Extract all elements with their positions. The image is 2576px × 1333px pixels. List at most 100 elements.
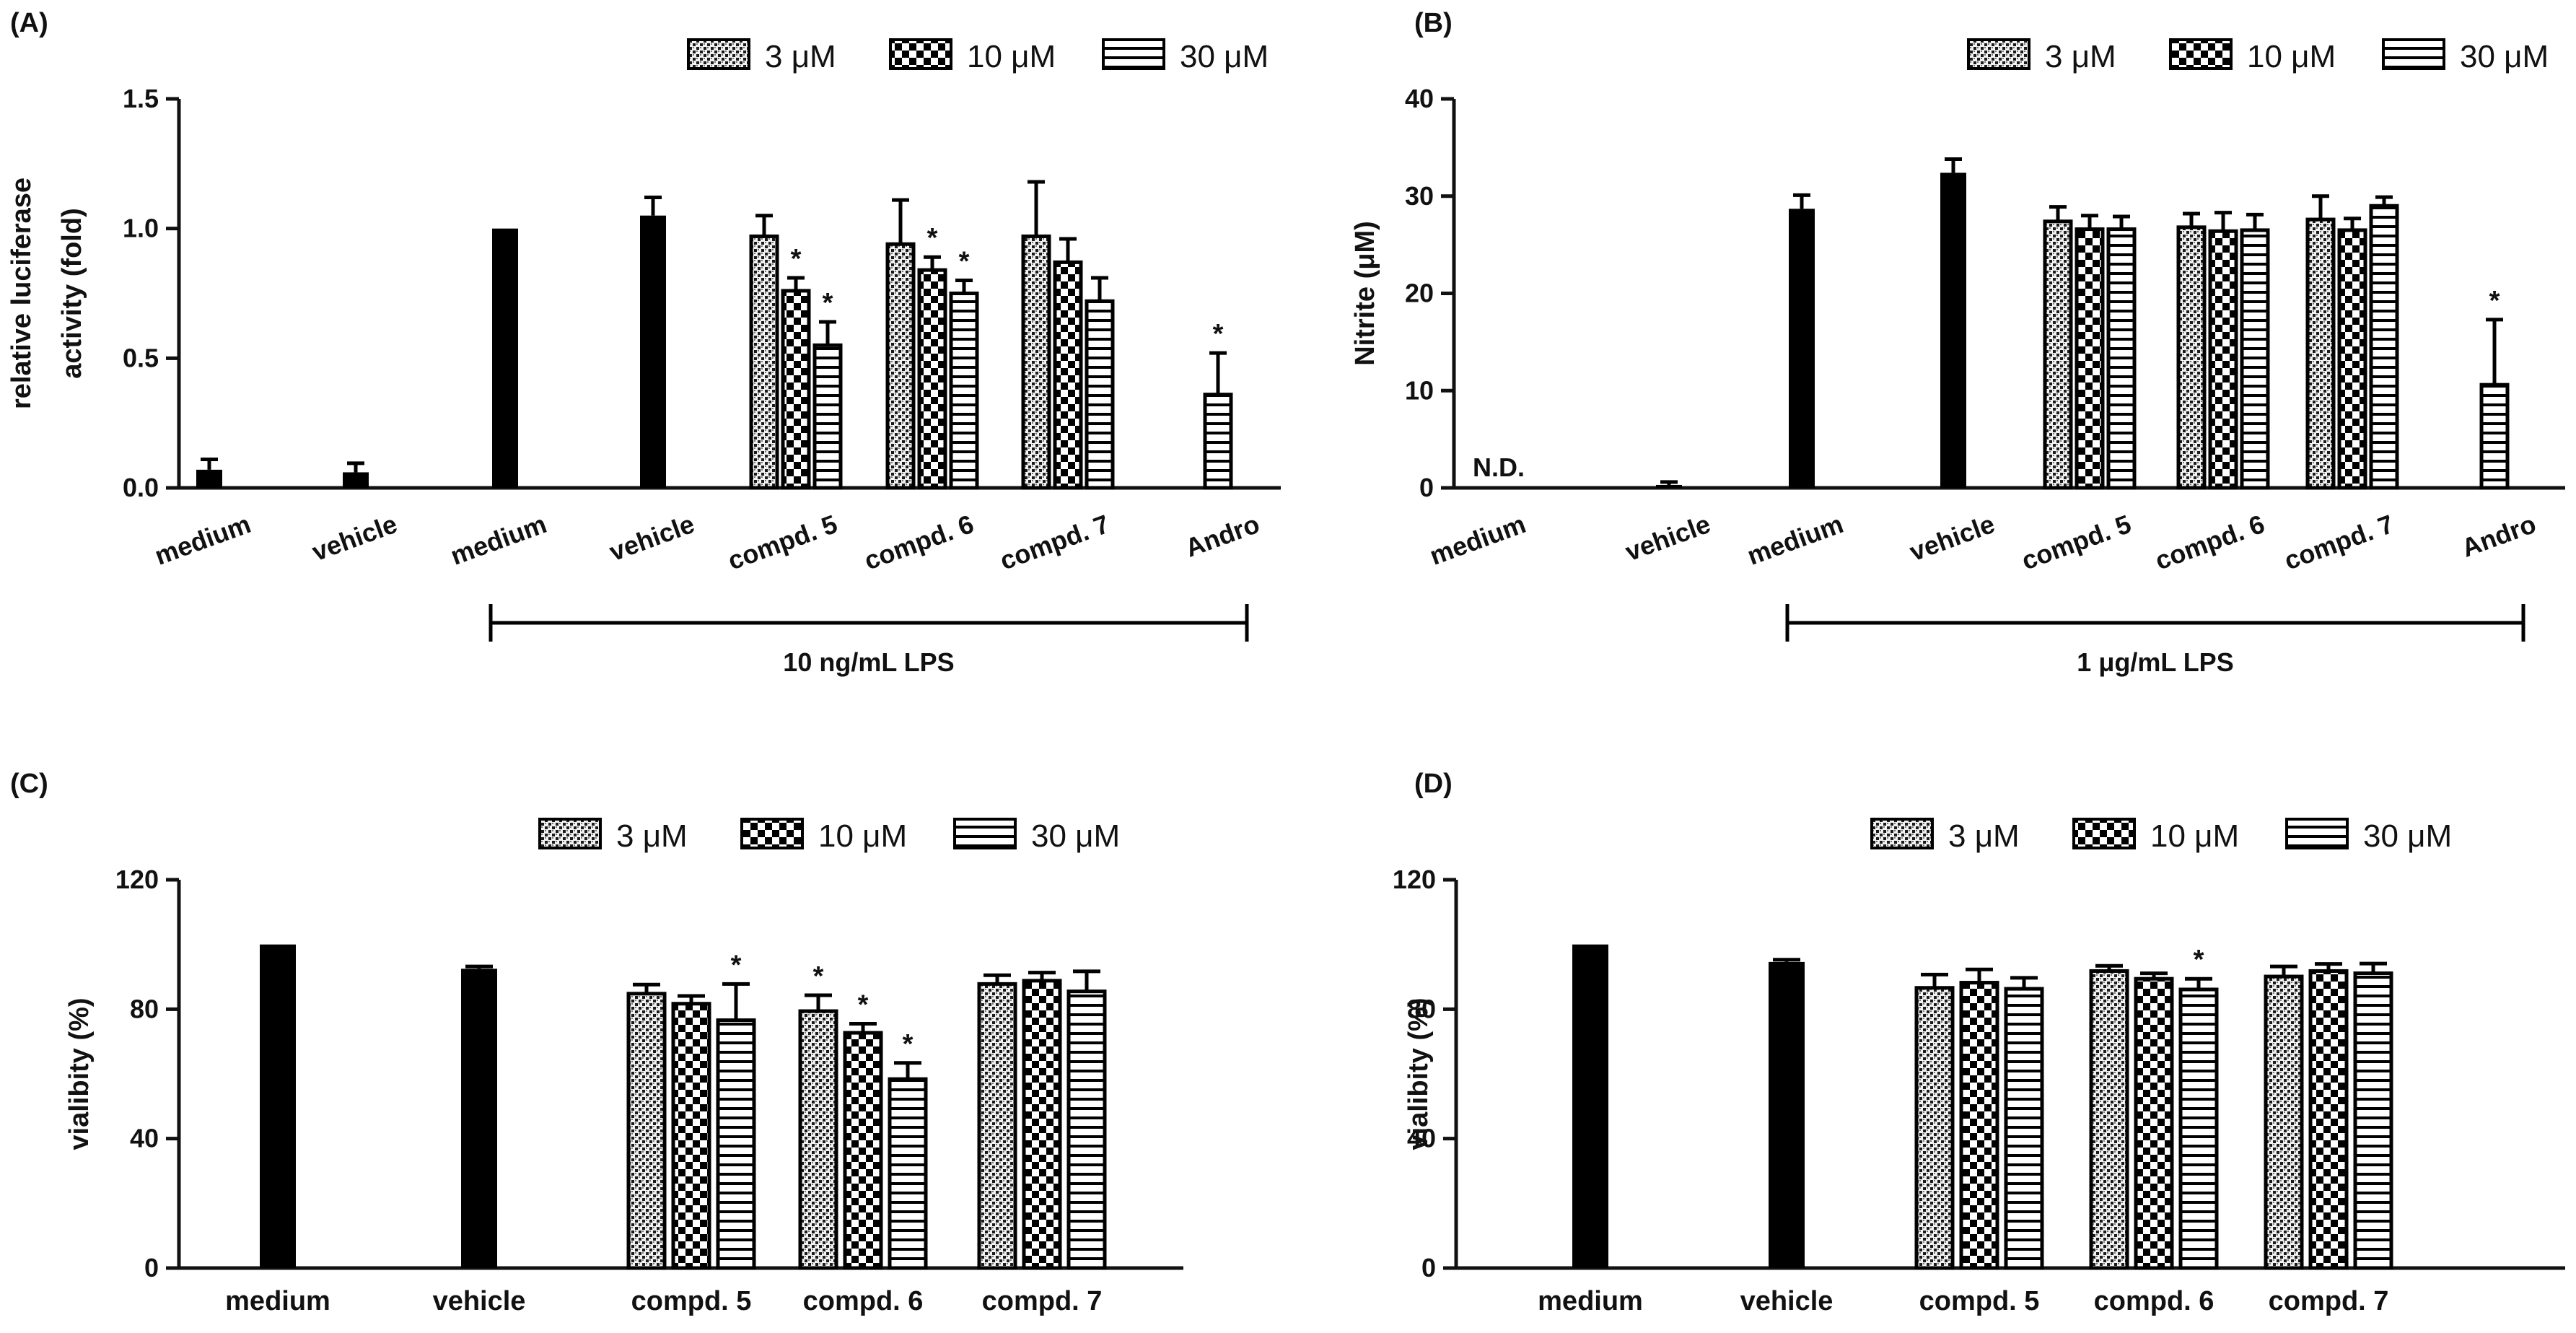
significance-marker: *: [959, 247, 970, 277]
bar-compd7-d30: [2353, 971, 2393, 1270]
bar-compd7-d10: [2337, 228, 2367, 490]
panel-c-chart: 0 40 80 120 vialibity (%) * * * * medium vehicle co…: [64, 818, 1183, 1316]
y-axis-title: vialibity (%): [64, 997, 95, 1150]
bar-compd5-d10: [2075, 227, 2105, 490]
x-category-label: compd. 7: [2269, 1286, 2389, 1316]
bar-compd6-d3: [885, 242, 916, 490]
legend-swatch-d10: [2072, 818, 2136, 849]
bar-vehicle-solid: [343, 472, 369, 488]
bar-compd6-d10: [843, 1031, 883, 1270]
legend-label-d10: 10 μM: [967, 39, 1056, 74]
legend-swatch-d3: [687, 38, 750, 70]
legend: 3 μM 10 μM 30 μM: [1870, 818, 2452, 854]
bar-medium-solid: [1789, 209, 1815, 488]
bar-medium-solid: [260, 944, 296, 1268]
bracket-label: 1 μg/mL LPS: [2077, 647, 2233, 677]
significance-marker: *: [2194, 945, 2204, 975]
significance-marker: *: [823, 288, 833, 318]
x-category-label: compd. 6: [860, 509, 978, 576]
legend-label-d10: 10 μM: [2150, 818, 2239, 854]
x-category-label: medium: [225, 1286, 330, 1316]
bar-compd7-d10: [1053, 260, 1083, 490]
y-axis-title-line: vialibity (%): [1403, 997, 1434, 1150]
x-category-label: vehicle: [308, 509, 401, 567]
significance-marker: *: [1213, 319, 1224, 349]
bar-vehicle-solid: [1769, 961, 1805, 1268]
legend: 3 μM 10 μM 30 μM: [1967, 38, 2549, 74]
significance-marker: *: [903, 1029, 914, 1059]
bar-compd7-d10: [1022, 979, 1062, 1270]
bar-compd7-d10: [2308, 969, 2349, 1270]
bar-compd5-d30: [716, 1018, 756, 1270]
bar-vehicle-solid: [1940, 172, 1966, 488]
y-tick-label: 20: [1405, 279, 1434, 308]
bar-compd7-d3: [2264, 974, 2304, 1270]
x-category-label: compd. 5: [1919, 1286, 2040, 1316]
bar-vehicle-solid: [1656, 484, 1682, 488]
y-tick-label: 10: [1405, 375, 1434, 405]
legend-swatch-d3: [1967, 38, 2030, 70]
y-tick-label: 0.5: [123, 343, 159, 372]
x-category-label: compd. 5: [724, 509, 841, 576]
bar-compd7-d30: [1085, 299, 1115, 490]
legend-label-d10: 10 μM: [2247, 39, 2336, 74]
x-category-label: vehicle: [1740, 1286, 1834, 1316]
panel-label-a: (A): [10, 8, 48, 38]
x-category-label: medium: [447, 509, 551, 571]
x-category-label: compd. 6: [2151, 509, 2269, 576]
panel-label-d: (D): [1414, 769, 1453, 799]
y-tick-label: 80: [1407, 994, 1436, 1023]
bar-compd5-d30: [2004, 987, 2044, 1270]
bar-compd5-d10: [781, 289, 811, 490]
bar-compd6-d10: [2208, 229, 2238, 490]
x-category-label: vehicle: [605, 509, 698, 567]
x-category-label: vehicle: [1906, 509, 1999, 567]
bar-compd7-d30: [2369, 204, 2399, 490]
x-category-label: compd. 5: [631, 1286, 752, 1316]
legend-swatch-d10: [889, 38, 952, 70]
x-category-label: medium: [1426, 509, 1530, 571]
y-axis-title: relative luciferase activity (fold): [6, 178, 87, 409]
y-axis-title-line: relative luciferase: [6, 178, 37, 409]
legend-swatch-d30: [1102, 38, 1165, 70]
bar-compd7-d30: [1066, 989, 1107, 1270]
legend-label-d3: 3 μM: [2045, 39, 2116, 74]
significance-marker: *: [791, 244, 802, 274]
y-tick-label: 40: [1407, 1124, 1436, 1153]
x-category-label: compd. 7: [996, 509, 1113, 576]
bar-compd5-d3: [626, 992, 667, 1270]
bar-medium-solid: [1572, 944, 1608, 1268]
legend-swatch-d3: [1870, 818, 1934, 849]
bar-compd7-d3: [2305, 217, 2336, 490]
bar-compd6-d10: [917, 268, 947, 490]
legend-label-d10: 10 μM: [818, 818, 907, 854]
bar-compd5-d3: [749, 234, 779, 490]
significance-marker: *: [2489, 286, 2500, 316]
legend-swatch-d10: [2169, 38, 2233, 70]
y-axis-title-line: Nitrite (μM): [1350, 221, 1380, 366]
x-category-label: compd. 6: [2094, 1286, 2214, 1316]
y-axis-title: vialibity (%): [1403, 997, 1434, 1150]
bar-compd7-d3: [1021, 234, 1051, 490]
bar-compd5-d10: [1959, 981, 1999, 1270]
significance-marker: *: [858, 990, 869, 1020]
not-detected-label: N.D.: [1473, 453, 1525, 482]
bar-compd6-d30: [2240, 228, 2270, 490]
x-category-label: compd. 7: [982, 1286, 1103, 1316]
bar-vehicle-solid: [640, 215, 666, 488]
y-tick-label: 0: [144, 1253, 159, 1282]
y-tick-label: 0: [1419, 473, 1434, 502]
bar-compd6-d30: [949, 292, 979, 490]
legend: 3 μM 10 μM 30 μM: [687, 38, 1269, 74]
bar-compd6-d3: [2176, 225, 2207, 490]
y-tick-label: 1.5: [123, 84, 159, 113]
bar-compd6-d30: [2178, 987, 2219, 1270]
legend-swatch-d30: [2285, 818, 2349, 849]
y-tick-label: 40: [130, 1124, 159, 1153]
y-axis-title-line: vialibity (%): [64, 997, 95, 1150]
legend: 3 μM 10 μM 30 μM: [538, 818, 1120, 854]
bar-compd6-d3: [2089, 969, 2129, 1270]
y-tick-label: 1.0: [123, 214, 159, 243]
legend-label-d3: 3 μM: [1948, 818, 2020, 854]
significance-marker: *: [731, 950, 742, 980]
